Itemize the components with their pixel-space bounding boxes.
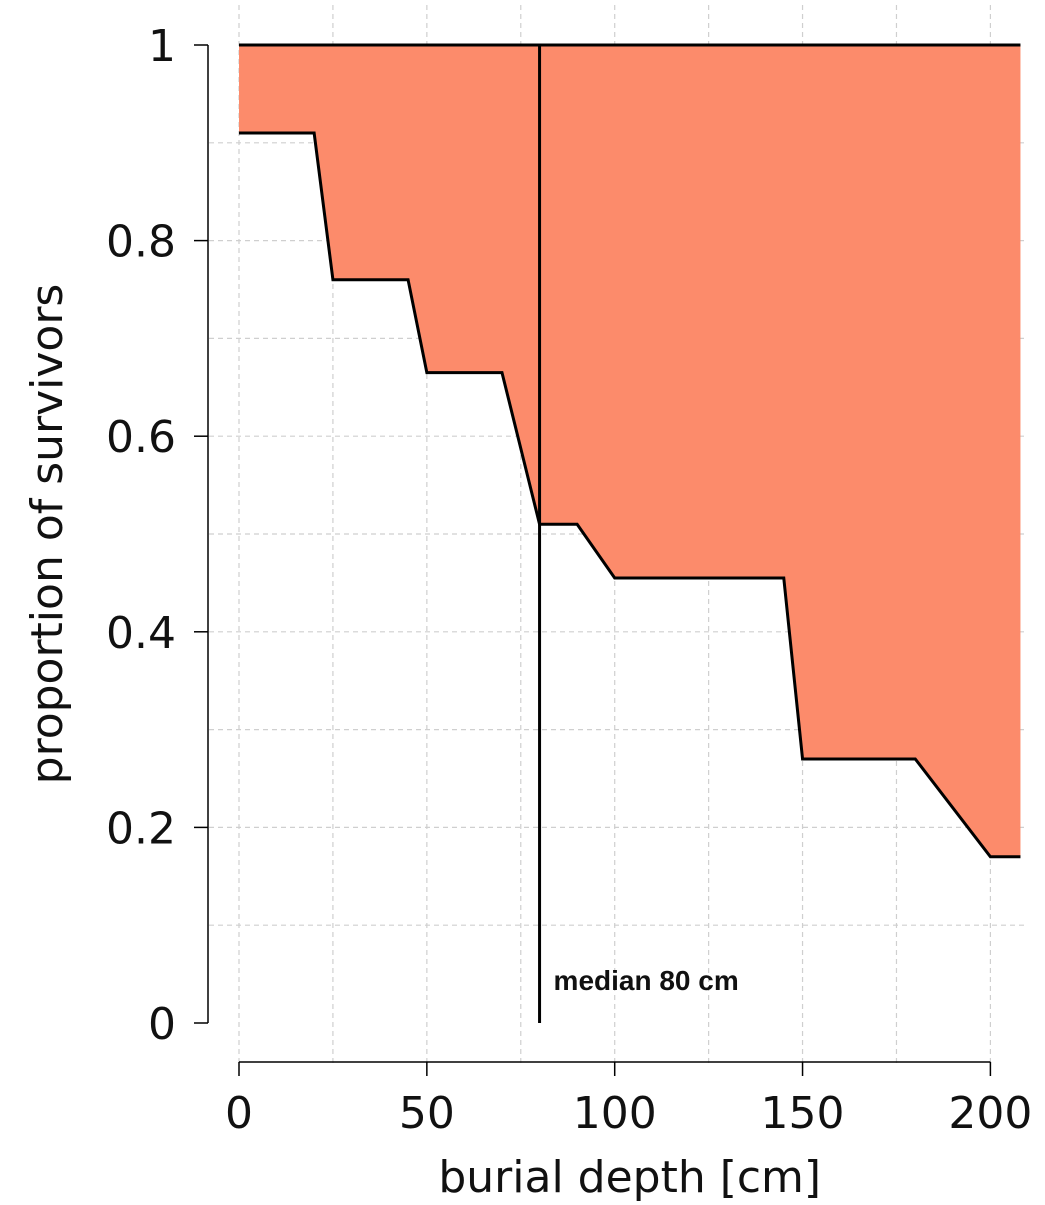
median-annotation: median 80 cm (554, 965, 739, 996)
y-axis-title: proportion of survivors (22, 284, 73, 785)
y-tick-label-0.2: 0.2 (106, 803, 176, 854)
y-tick-label-1: 1 (148, 21, 176, 72)
x-tick-label-150: 150 (761, 1088, 845, 1139)
x-tick-label-50: 50 (399, 1088, 455, 1139)
x-tick-label-200: 200 (948, 1088, 1032, 1139)
y-tick-label-0.6: 0.6 (106, 412, 176, 463)
survival-curve-line (239, 131, 1021, 859)
tick-labels: 0 0.2 0.4 0.6 0.8 1 0 50 100 150 200 (106, 21, 1032, 1139)
mortality-area (239, 45, 1021, 857)
x-tick-label-100: 100 (573, 1088, 657, 1139)
x-axis-title: burial depth [cm] (438, 1152, 821, 1203)
mortality-fill (239, 45, 1021, 857)
y-tick-label-0: 0 (148, 999, 176, 1050)
y-tick-label-0.8: 0.8 (106, 217, 176, 268)
axes (194, 44, 992, 1076)
curve-lines (239, 43, 1021, 1023)
x-tick-label-0: 0 (225, 1088, 253, 1139)
y-tick-label-0.4: 0.4 (106, 608, 176, 659)
